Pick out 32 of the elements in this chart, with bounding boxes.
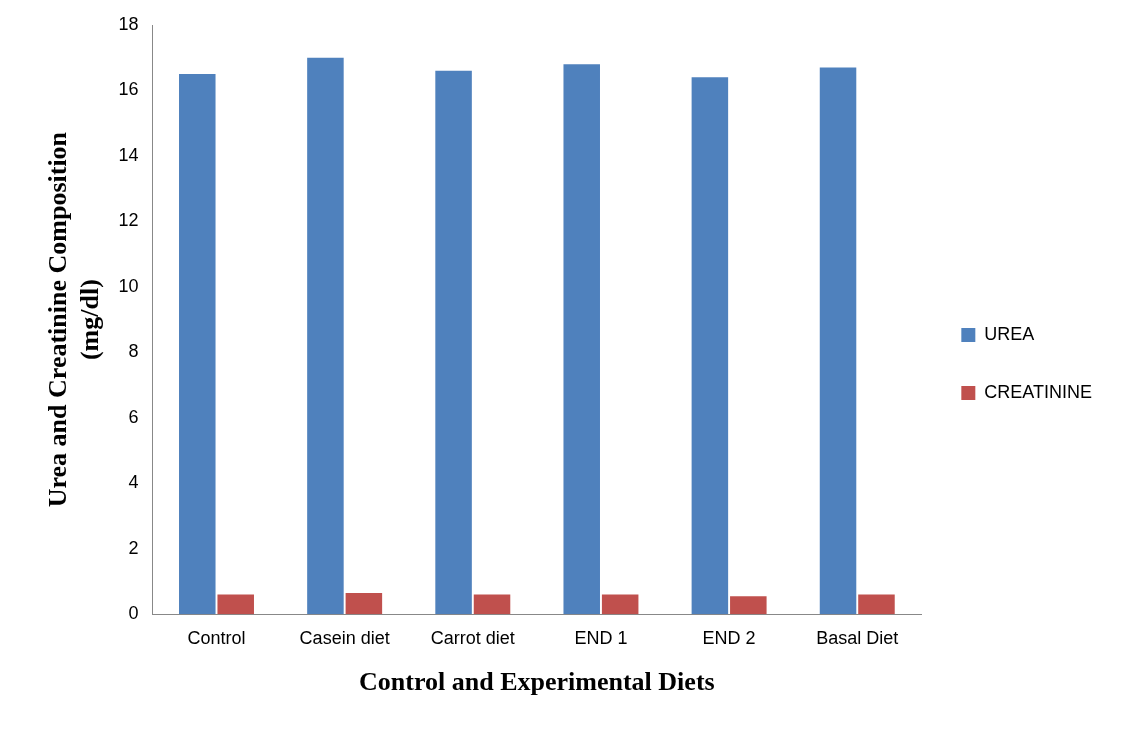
bar [345,592,383,615]
y-tick-label: 0 [128,603,139,624]
bar [179,74,216,615]
bar [601,594,639,615]
bar [691,77,729,615]
y-tick-label: 2 [128,537,139,558]
bar [819,67,857,615]
bar [473,594,511,615]
bar [217,594,254,615]
y-tick-label: 6 [128,406,139,427]
legend-label: CREATININE [984,381,1093,402]
x-tick-label: Carrot diet [430,627,515,648]
y-tick-label: 14 [118,144,139,165]
bar [563,64,600,615]
bar [730,596,767,615]
y-tick-label: 4 [128,472,139,493]
y-tick-label: 16 [118,79,139,100]
x-tick-label: Casein diet [299,627,390,648]
y-tick-label: 12 [118,210,139,231]
x-tick-label: Control [187,627,246,648]
bar [858,594,895,615]
legend-label: UREA [984,323,1035,344]
y-tick-label: 8 [128,341,139,362]
y-tick-label: 18 [118,13,139,34]
bar [307,57,344,615]
x-tick-label: Basal Diet [816,627,899,648]
y-tick-label: 10 [118,275,139,296]
x-tick-label: END 1 [574,627,628,648]
x-tick-label: END 2 [702,627,756,648]
bar [435,70,472,615]
x-axis-title: Control and Experimental Diets [359,667,715,697]
y-axis-title: Urea and Creatinine Composition (mg/dl) [43,131,104,508]
